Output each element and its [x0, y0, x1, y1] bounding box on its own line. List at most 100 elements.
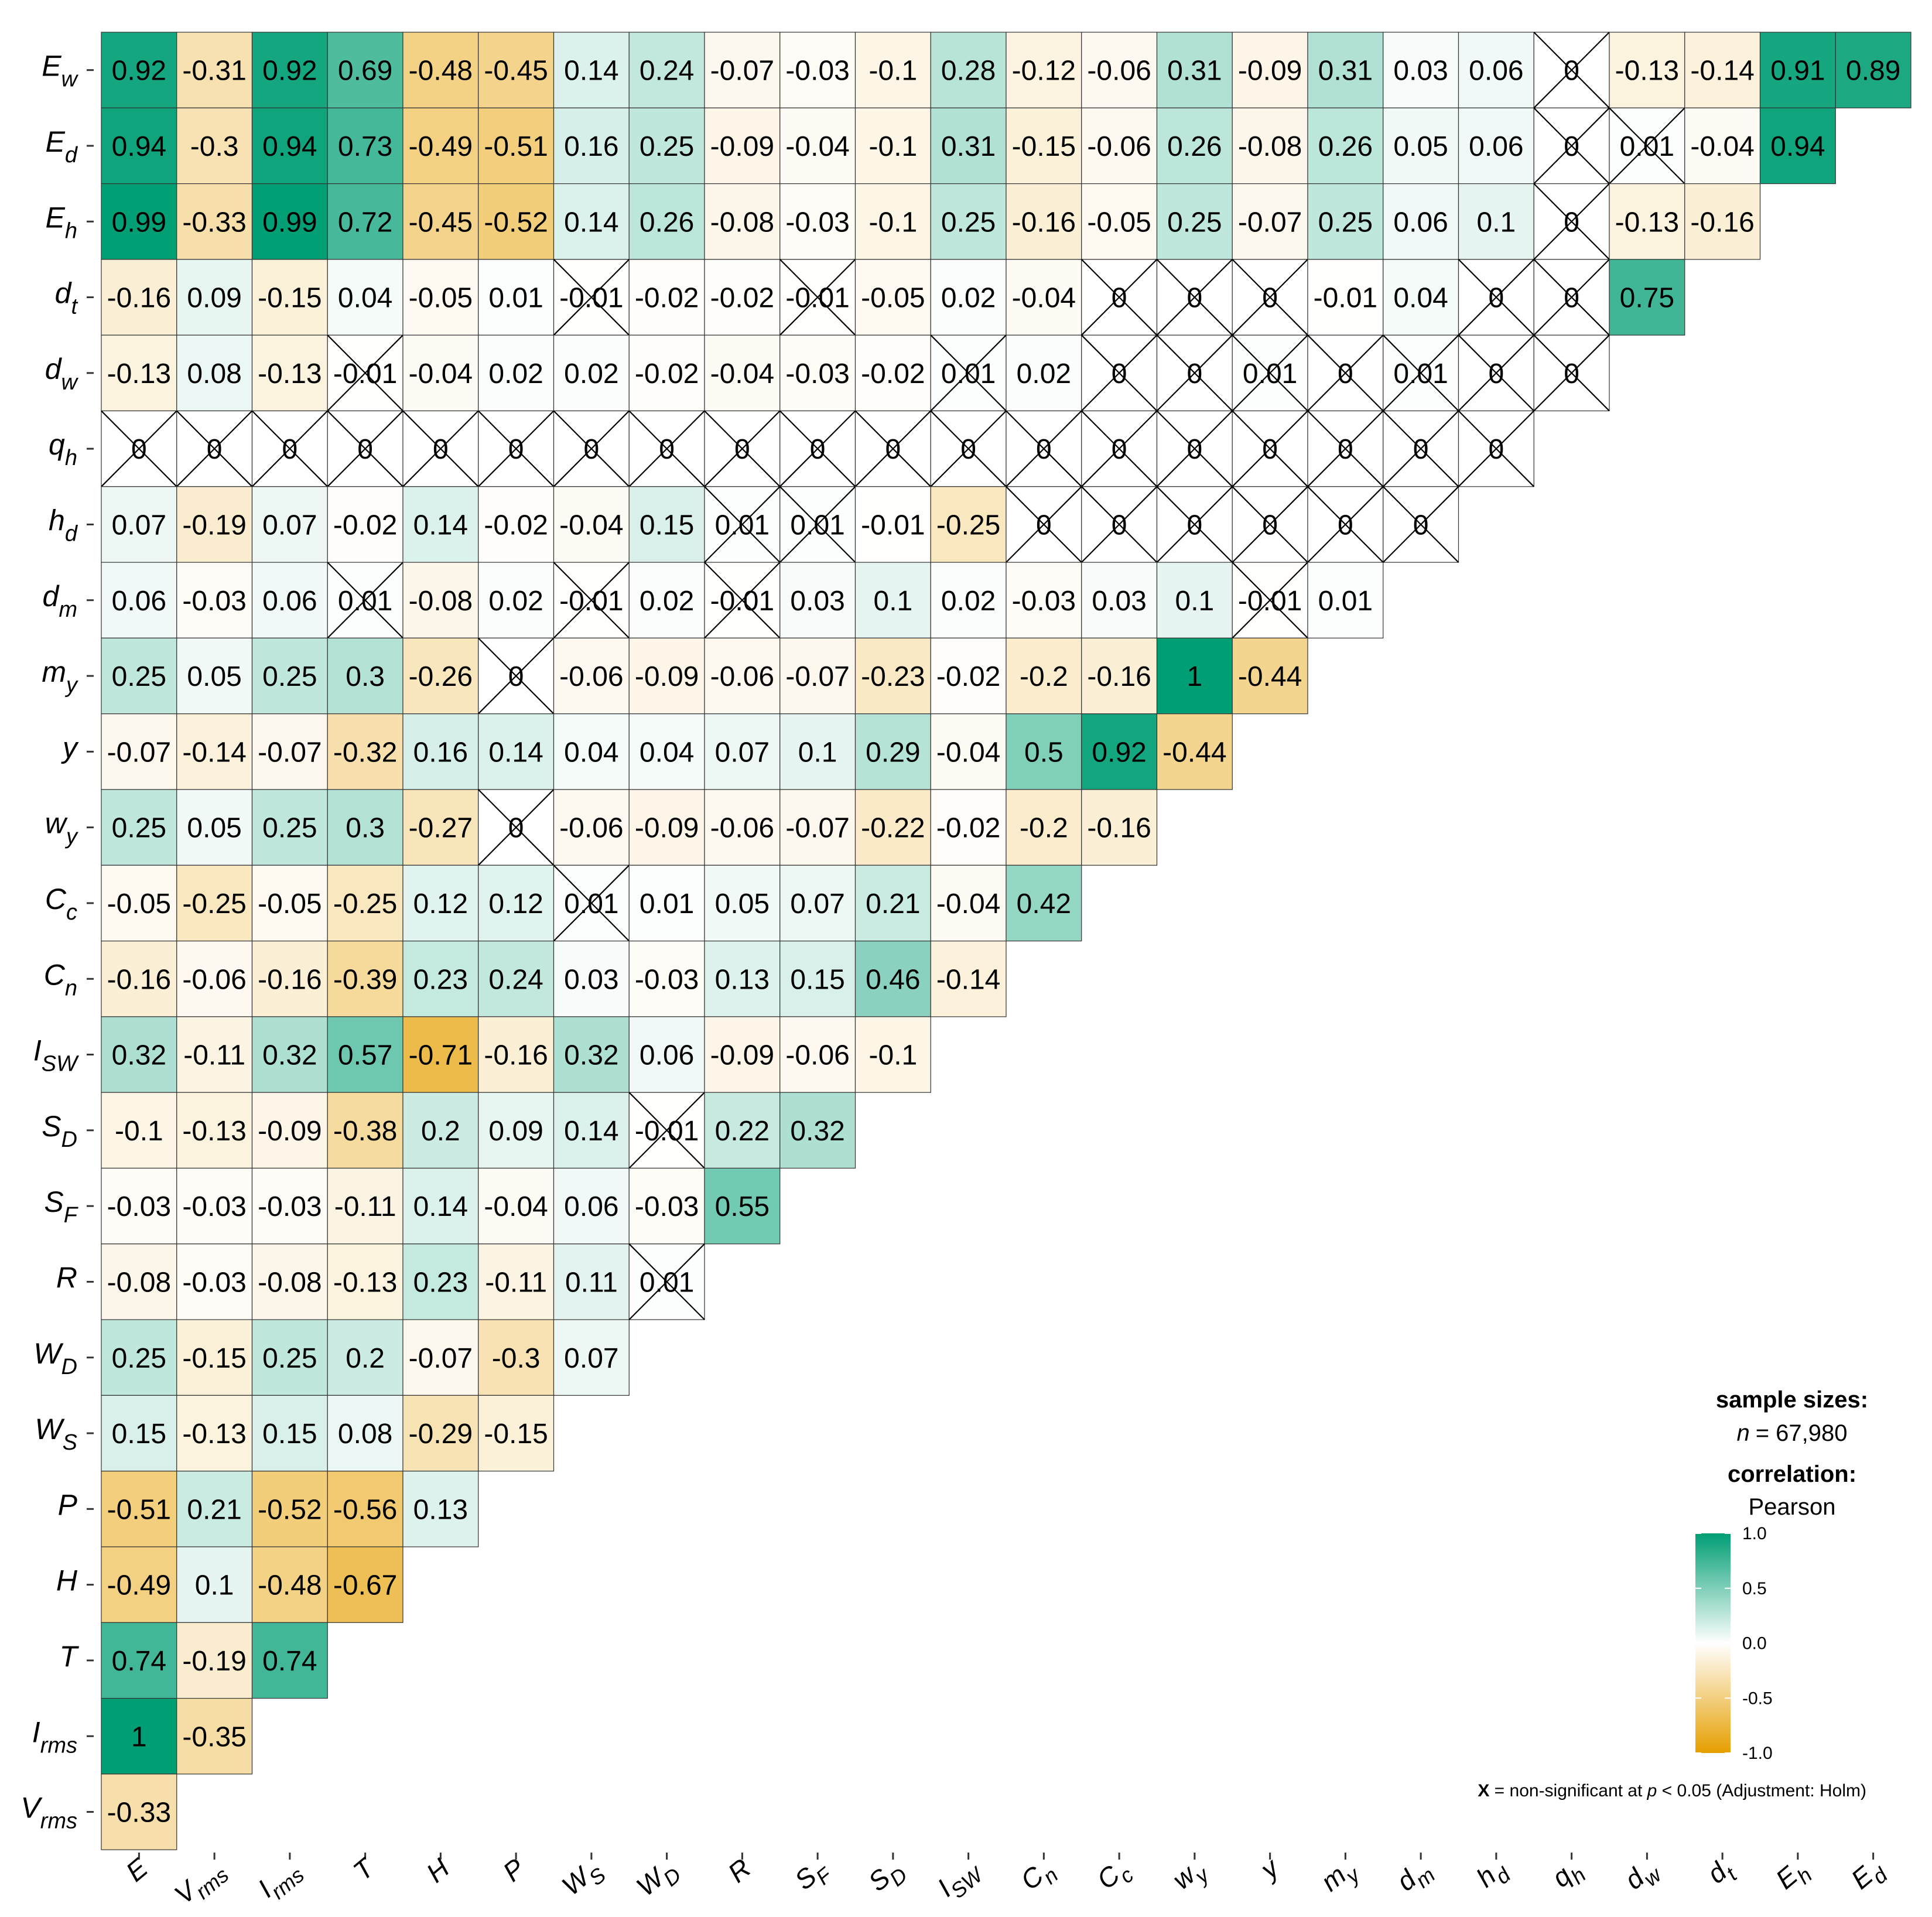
- heatmap-cell-fill: [327, 1319, 404, 1396]
- footnote-text-1: = non-significant at: [1489, 1781, 1647, 1800]
- heatmap-cell-value: 0.94: [112, 131, 166, 162]
- heatmap-cell: -0.25: [327, 864, 404, 942]
- non-significant-cross: [553, 259, 630, 336]
- footnote-text-2: < 0.05 (Adjustment: Holm): [1657, 1781, 1866, 1800]
- heatmap-cell-value: 0.1: [874, 586, 913, 617]
- non-significant-cross: [1458, 410, 1535, 487]
- heatmap-cell-value: -0.02: [936, 813, 1000, 844]
- heatmap-cell-value: -0.38: [333, 1116, 397, 1147]
- heatmap-cell: -0.07: [704, 32, 781, 108]
- heatmap-cell: 0.72: [327, 183, 404, 260]
- heatmap-cell: 0.2: [402, 1092, 479, 1169]
- y-axis-label-base: d: [43, 580, 60, 613]
- heatmap-cell: 0: [628, 410, 705, 487]
- heatmap-cell: 0.06: [1458, 107, 1534, 184]
- heatmap-cell: -0.04: [553, 486, 630, 563]
- heatmap-cell: 0.01: [1307, 562, 1384, 638]
- heatmap-cell: 0.02: [553, 334, 630, 412]
- heatmap-cell: -0.08: [101, 1243, 177, 1320]
- heatmap-cell-value: 0.07: [790, 889, 844, 920]
- heatmap-cell: 0: [1533, 32, 1610, 109]
- heatmap-cell: 0.12: [402, 864, 479, 942]
- heatmap-cell-fill: [101, 334, 177, 412]
- heatmap-cell-fill: [854, 1016, 931, 1093]
- heatmap-cell-fill: [402, 637, 479, 715]
- heatmap-cell: 0: [1080, 486, 1158, 563]
- heatmap-cell-fill: [628, 637, 705, 715]
- heatmap-cell: -0.13: [251, 334, 328, 412]
- heatmap-cell-value: -0.56: [333, 1494, 397, 1525]
- heatmap-cell-fill: [628, 940, 705, 1017]
- heatmap-cell-fill: [101, 1016, 177, 1093]
- heatmap-cell-value: -0.09: [258, 1116, 322, 1147]
- heatmap-cell-fill: [327, 32, 404, 108]
- heatmap-cell: 0.1: [1156, 562, 1233, 638]
- heatmap-cell: 0.25: [101, 789, 177, 866]
- heatmap-cell: -0.04: [930, 713, 1007, 790]
- heatmap-cell: 0.07: [553, 1319, 630, 1396]
- heatmap-cell-value: 0.06: [640, 1040, 694, 1071]
- heatmap-cell-value: 0.29: [866, 737, 920, 768]
- heatmap-cell-fill: [779, 864, 856, 942]
- heatmap-cell-fill: [779, 1092, 856, 1169]
- heatmap-cell-value: -0.15: [182, 1343, 246, 1374]
- heatmap-cell-value: -0.04: [785, 131, 849, 162]
- heatmap-cell-fill: [930, 107, 1007, 184]
- x-axis-label: ISW: [931, 1851, 989, 1908]
- heatmap-cell-fill: [1307, 562, 1384, 638]
- non-significant-cross: [1080, 486, 1158, 563]
- heatmap-cell-fill: [327, 940, 404, 1017]
- heatmap-cell-value: -0.15: [258, 283, 322, 314]
- heatmap-cell-fill: [251, 1471, 328, 1547]
- heatmap-cell-fill: [327, 789, 404, 866]
- heatmap-cell: 0.26: [628, 183, 705, 260]
- non-significant-cross: [477, 789, 555, 866]
- heatmap-cell-value: -0.26: [409, 661, 473, 692]
- non-significant-cross: [1307, 410, 1384, 487]
- non-significant-cross: [327, 334, 404, 412]
- heatmap-cell-value: 0.12: [488, 889, 543, 920]
- heatmap-cell: -0.33: [176, 183, 253, 260]
- y-axis-label: Eh: [46, 201, 78, 243]
- heatmap-cell: -0.71: [402, 1016, 479, 1093]
- heatmap-cell: 0: [327, 410, 404, 487]
- heatmap-cell-value: 0.99: [112, 207, 166, 238]
- heatmap-cell: -0.04: [402, 334, 479, 412]
- heatmap-cell-value: -0.08: [409, 586, 473, 617]
- heatmap-cell: -0.03: [779, 334, 856, 412]
- y-axis-label-sub: w: [61, 67, 79, 92]
- non-significant-cross: [930, 410, 1007, 487]
- heatmap-cell-fill: [251, 1546, 328, 1623]
- heatmap-cell: 0.15: [251, 1395, 328, 1472]
- heatmap-cell: 0.01: [704, 486, 781, 563]
- heatmap-cell-fill: [251, 637, 328, 715]
- heatmap-cell-fill: [1609, 32, 1685, 108]
- heatmap-cell: -0.03: [779, 32, 856, 108]
- heatmap-cell-value: 0.11: [565, 1267, 618, 1298]
- non-significant-cross: [553, 864, 630, 942]
- heatmap-cell-fill: [101, 32, 177, 108]
- heatmap-cell-value: 0.2: [346, 1343, 385, 1374]
- heatmap-cell: 0.07: [779, 864, 856, 942]
- heatmap-cell: -0.13: [1609, 183, 1685, 260]
- heatmap-cell-value: 0.06: [1393, 207, 1448, 238]
- heatmap-cell-value: -0.03: [182, 1267, 246, 1298]
- heatmap-cell-fill: [101, 1774, 177, 1850]
- heatmap-cell-value: 0.23: [413, 964, 468, 995]
- heatmap-cell-value: -0.08: [1238, 131, 1302, 162]
- heatmap-cell: 0.42: [1006, 864, 1082, 942]
- heatmap-cell-fill: [628, 486, 705, 563]
- non-significant-cross: [1307, 486, 1384, 563]
- non-significant-cross: [1080, 410, 1158, 487]
- heatmap-cell: 0.74: [101, 1622, 177, 1699]
- heatmap-cell: 0.94: [1759, 107, 1836, 184]
- heatmap-cell-value: -0.07: [710, 56, 774, 87]
- heatmap-cell-value: 0.06: [1469, 56, 1523, 87]
- heatmap-cell: -0.03: [176, 562, 253, 638]
- y-axis-label-base: E: [46, 125, 66, 158]
- heatmap-cell: 0.05: [704, 864, 781, 942]
- heatmap-cell: 0.25: [1156, 183, 1233, 260]
- heatmap-cell-fill: [628, 789, 705, 866]
- heatmap-cell: -0.13: [101, 334, 177, 412]
- non-significant-cross: [1533, 107, 1610, 184]
